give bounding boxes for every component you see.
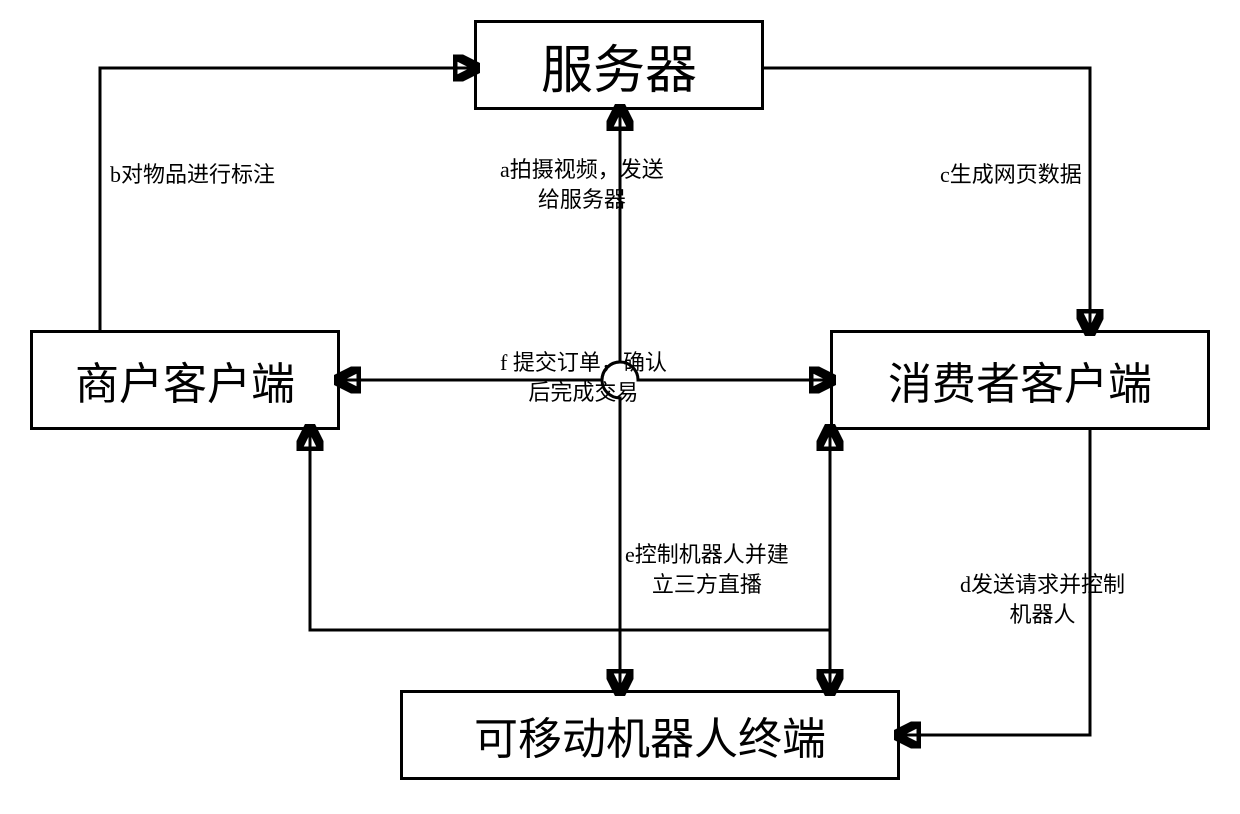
edge-label-e: e控制机器人并建 立三方直播: [625, 540, 789, 599]
edge-label-c: c生成网页数据: [940, 160, 1082, 190]
edge-label-b: b对物品进行标注: [110, 160, 275, 190]
edge-c: [764, 68, 1090, 330]
edge-label-f: f 提交订单，确认 后完成交易: [500, 348, 667, 407]
merchant-client-node: 商户客户端: [30, 330, 340, 430]
consumer-label: 消费者客户端: [888, 348, 1152, 412]
robot-label: 可移动机器人终端: [474, 703, 826, 767]
consumer-client-node: 消费者客户端: [830, 330, 1210, 430]
server-label: 服务器: [541, 28, 697, 103]
edge-b: [100, 68, 474, 330]
edge-e-tee: [310, 430, 830, 630]
edge-label-a: a拍摄视频，发送 给服务器: [500, 155, 664, 214]
server-node: 服务器: [474, 20, 764, 110]
robot-terminal-node: 可移动机器人终端: [400, 690, 900, 780]
edge-label-d: d发送请求并控制 机器人: [960, 570, 1125, 629]
merchant-label: 商户客户端: [75, 348, 295, 412]
